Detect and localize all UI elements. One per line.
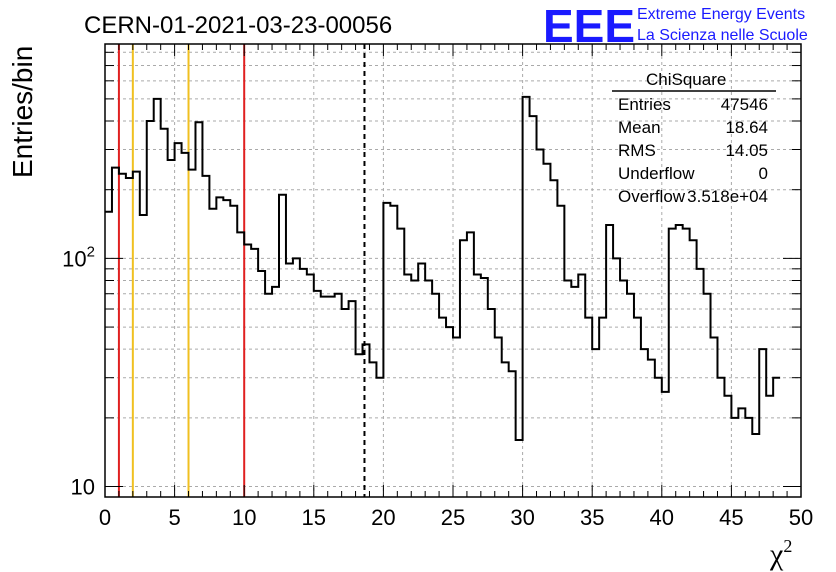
x-axis-label: χ2	[769, 536, 792, 571]
eee-logo: EEE	[543, 0, 635, 52]
x-tick-label: 15	[302, 505, 326, 530]
stats-label: Overflow	[618, 187, 686, 206]
x-tick-label: 30	[510, 505, 534, 530]
histogram-series	[105, 95, 781, 441]
stats-label: Entries	[618, 95, 671, 114]
stats-title: ChiSquare	[646, 70, 726, 89]
x-tick-label: 5	[168, 505, 180, 530]
y-axis-label: Entries/bin	[7, 46, 38, 178]
stats-label: Underflow	[618, 164, 695, 183]
y-tick-label-exponent: 2	[87, 243, 95, 260]
x-tick-label: 0	[99, 505, 111, 530]
stats-value: 0	[759, 164, 768, 183]
stats-label: Mean	[618, 118, 661, 137]
stats-value: 3.518e+04	[687, 187, 768, 206]
x-axis-label-chi: χ	[769, 538, 784, 571]
x-tick-label: 25	[441, 505, 465, 530]
y-tick-label: 10	[71, 475, 95, 500]
stats-value: 18.64	[725, 118, 768, 137]
x-tick-label: 10	[232, 505, 256, 530]
y-tick-label-base: 10	[62, 246, 86, 271]
grid-lines	[105, 44, 801, 497]
stats-value: 14.05	[725, 141, 768, 160]
logo-caption-line1: Extreme Energy Events	[637, 6, 805, 23]
reference-lines	[117, 44, 366, 497]
x-tick-label: 35	[580, 505, 604, 530]
logo-caption-line2: La Scienza nelle Scuole	[637, 27, 808, 44]
x-tick-label: 50	[789, 505, 813, 530]
stats-label: RMS	[618, 141, 656, 160]
x-tick-label: 20	[371, 505, 395, 530]
y-tick-label: 102	[62, 243, 95, 271]
x-axis-ticks: 0 5 10 15 20 25 30 35 40 45 50	[99, 44, 813, 530]
chart-title: CERN-01-2021-03-23-00056	[84, 12, 392, 39]
stats-box: ChiSquare Entries 47546 Mean 18.64 RMS 14.05 U…	[612, 70, 776, 206]
x-tick-label: 45	[719, 505, 743, 530]
x-tick-label: 40	[650, 505, 674, 530]
x-axis-label-exp: 2	[783, 536, 792, 556]
stats-value: 47546	[721, 95, 768, 114]
